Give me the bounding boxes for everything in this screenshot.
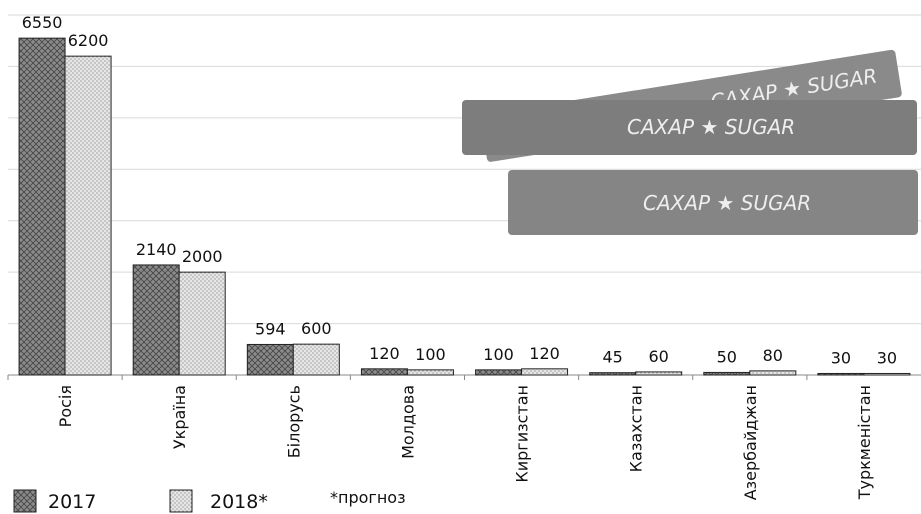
bar: [589, 372, 637, 376]
bar: [817, 372, 865, 376]
value-label: 6550: [22, 13, 63, 32]
legend-swatch: [169, 489, 193, 513]
value-label: 2000: [182, 247, 223, 266]
bar: [246, 343, 294, 376]
bar: [292, 343, 340, 376]
bar: [178, 271, 226, 376]
value-label: 30: [831, 348, 851, 367]
bar: [475, 369, 523, 376]
value-label: 2140: [136, 240, 177, 259]
legend-label: 2018*: [210, 491, 268, 513]
bar: [360, 368, 408, 376]
x-tick-label: Туркменістан: [855, 385, 874, 500]
bar: [635, 371, 683, 376]
x-tick-label: Азербайджан: [741, 385, 760, 500]
value-label: 60: [649, 347, 669, 366]
bar: [521, 368, 569, 376]
value-label: 50: [717, 347, 737, 366]
value-label: 120: [369, 344, 400, 363]
bar: [64, 55, 112, 376]
illustration-text: САХАР ★ SUGAR: [627, 115, 795, 139]
x-tick-label: Україна: [170, 385, 189, 449]
bar: [863, 372, 911, 376]
value-label: 30: [877, 348, 897, 367]
value-label: 594: [255, 319, 286, 338]
x-tick-label: Киргизстан: [513, 385, 532, 483]
x-tick-label: Росія: [56, 385, 75, 427]
value-label: 120: [529, 344, 560, 363]
illustration-text: САХАР ★ SUGAR: [643, 191, 811, 215]
illustration: САХАР ★ SUGAR САХАР ★ SUGAR САХАР ★ SUGA…: [462, 49, 918, 235]
x-tick-label: Білорусь: [284, 385, 303, 458]
value-label: 6200: [68, 31, 109, 50]
legend-label: 2017: [48, 491, 96, 513]
bar: [749, 370, 797, 376]
bar: [18, 37, 66, 376]
legend-swatch: [13, 489, 37, 513]
bar: [406, 369, 454, 376]
value-label: 100: [415, 345, 446, 364]
x-tick-label: Молдова: [398, 385, 417, 459]
value-label: 45: [603, 348, 623, 367]
value-label: 80: [763, 346, 783, 365]
bar: [132, 264, 180, 376]
bar: [703, 371, 751, 376]
value-label: 600: [301, 319, 332, 338]
annotation: *прогноз: [330, 488, 406, 507]
value-label: 100: [483, 345, 514, 364]
x-tick-label: Казахстан: [627, 385, 646, 472]
